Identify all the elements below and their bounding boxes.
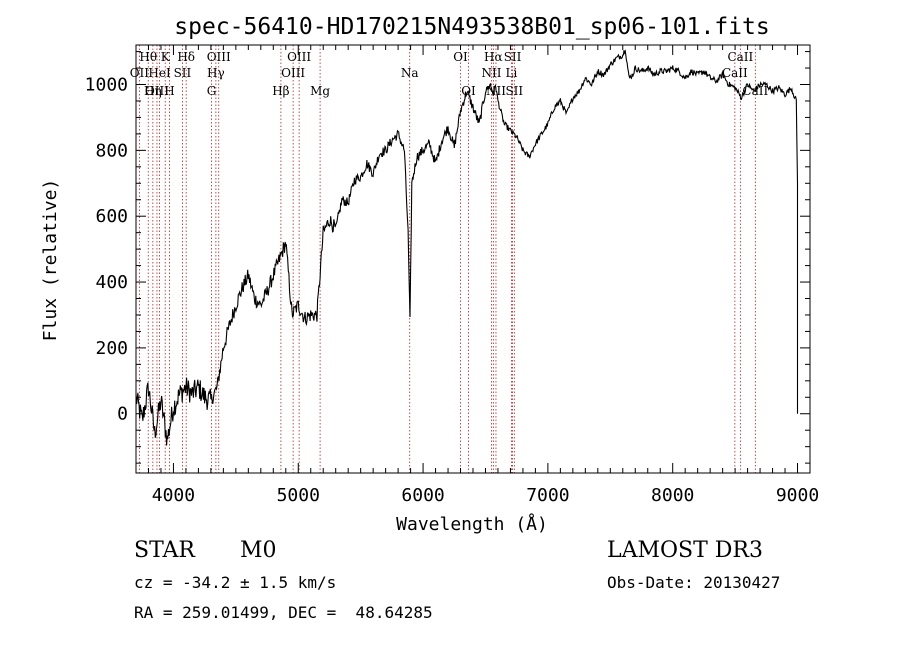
x-tick-label: 7000 <box>526 485 569 506</box>
x-tick-label: 8000 <box>651 485 694 506</box>
survey-name: LAMOST DR3 <box>607 538 763 563</box>
line-label-12: Hβ <box>272 84 289 98</box>
sky-coordinates: RA = 259.01499, DEC = 48.64285 <box>134 603 433 622</box>
spectrum-series-line <box>135 49 799 446</box>
y-axis-ticks: 0 200 400 600 800 1000 <box>85 51 810 464</box>
x-axis-label: Wavelength (Å) <box>396 513 548 535</box>
line-label-20: NII <box>481 66 501 80</box>
x-axis-ticks: 4000 5000 6000 7000 8000 9000 <box>135 45 819 506</box>
line-label-26: CaII <box>722 66 748 80</box>
x-tick-label: 5000 <box>277 485 320 506</box>
y-tick-label: 400 <box>95 272 128 293</box>
line-label-8: Hδ <box>177 50 195 64</box>
line-label-5: Hη <box>144 84 162 98</box>
line-label-9: OIII <box>207 50 231 64</box>
chart-title: spec-56410-HD170215N493538B01_sp06-101.f… <box>174 14 769 40</box>
line-label-24: SII <box>505 84 523 98</box>
object-subclass: M0 <box>240 538 277 563</box>
x-tick-label: 4000 <box>152 485 195 506</box>
object-class: STAR <box>134 538 195 563</box>
line-label-7: SII <box>174 66 192 80</box>
y-tick-label: 600 <box>95 206 128 227</box>
y-tick-label: 800 <box>95 140 128 161</box>
line-label-14: OIII <box>281 66 305 80</box>
x-tick-label: 6000 <box>401 485 444 506</box>
line-label-4: H <box>164 84 174 98</box>
line-label-1: OII <box>130 66 150 80</box>
line-label-11: G <box>207 84 217 98</box>
line-label-15: Mg <box>310 84 330 98</box>
line-label-13: OIII <box>287 50 311 64</box>
line-label-16: Na <box>401 66 419 80</box>
line-label-2: OIII <box>145 84 169 98</box>
line-label-18: OI <box>461 84 476 98</box>
line-label-3: K <box>161 50 171 64</box>
redshift-velocity: cz = -34.2 ± 1.5 km/s <box>134 573 337 592</box>
line-label-19: Hα <box>484 50 503 64</box>
observation-date: Obs-Date: 20130427 <box>607 573 781 592</box>
line-label-25: CaII <box>727 50 753 64</box>
line-label-10: Hγ <box>207 66 225 80</box>
x-tick-label: 9000 <box>776 485 819 506</box>
line-label-22: Li <box>506 66 518 80</box>
y-tick-label: 1000 <box>85 75 128 96</box>
y-tick-label: 0 <box>117 404 128 425</box>
line-label-0: Hθ <box>139 50 157 64</box>
line-label-6: HeI <box>148 66 171 80</box>
line-markers <box>138 45 756 473</box>
line-label-23: SII <box>504 50 522 64</box>
line-label-17: OI <box>453 50 468 64</box>
y-axis-label: Flux (relative) <box>40 179 61 342</box>
y-tick-label: 200 <box>95 338 128 359</box>
